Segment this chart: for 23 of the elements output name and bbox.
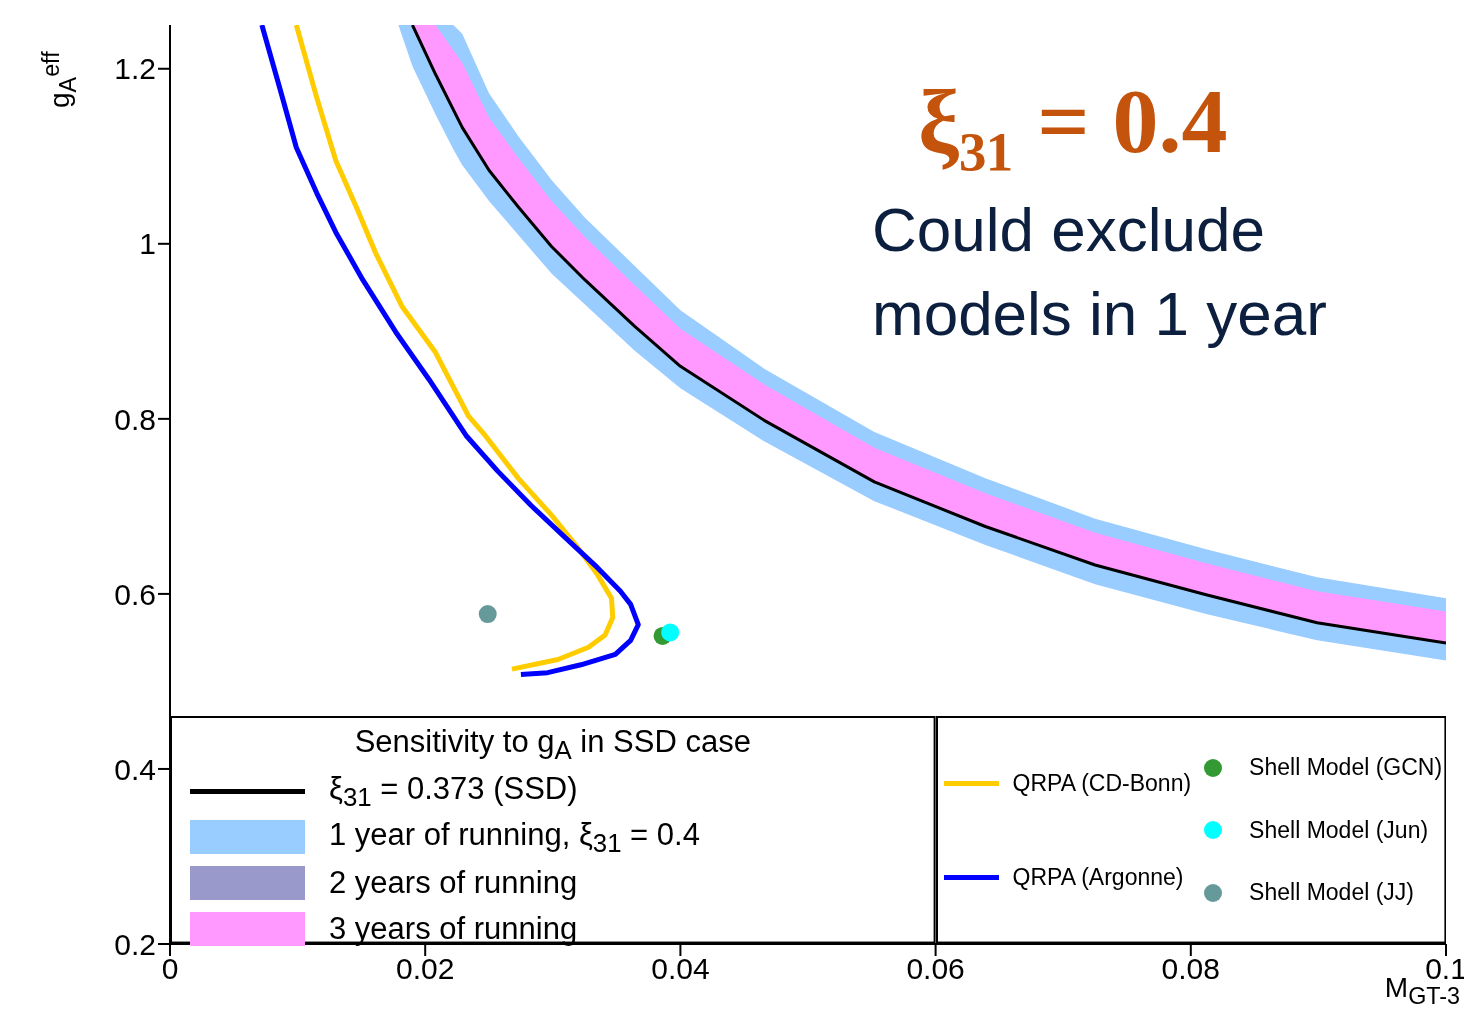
x-tick-label: 0.04: [651, 952, 710, 986]
x-tick-label: 0: [161, 952, 179, 986]
legend-label: 2 years of running: [329, 865, 578, 902]
x-tick-label: 0.06: [906, 952, 965, 986]
legend-label: Shell Model (JJ): [1249, 879, 1414, 907]
x-tick-label: 0.02: [396, 952, 455, 986]
annotation: ξ₃₁ = 0.4: [918, 69, 1228, 174]
legend-label: Shell Model (Jun): [1249, 816, 1429, 844]
y-tick-label: 1.2: [114, 52, 156, 86]
x-tick-label: 0.08: [1161, 952, 1220, 986]
y-tick-label: 0.2: [114, 927, 156, 961]
legend-label: 1 year of running, ξ$_{31}$ = 0.4: [329, 816, 700, 858]
y-tick-label: 0.4: [114, 752, 156, 786]
y-tick-label: 0.6: [114, 577, 156, 611]
legend-label: QRPA (Argonne): [1012, 863, 1184, 891]
legend-label: ξ$_{31}$ = 0.373 (SSD): [329, 770, 578, 812]
legend-label: QRPA (CD-Bonn): [1012, 769, 1192, 797]
y-tick-label: 0.8: [114, 402, 156, 436]
annotation: Could exclude models in 1 year: [872, 194, 1328, 350]
legend-label: Shell Model (GCN): [1249, 754, 1443, 782]
y-tick-label: 1: [139, 227, 156, 261]
legend-label: 3 years of running: [329, 911, 578, 948]
legend-title: Sensitivity to g$_{A}$ in SSD case: [353, 723, 752, 767]
